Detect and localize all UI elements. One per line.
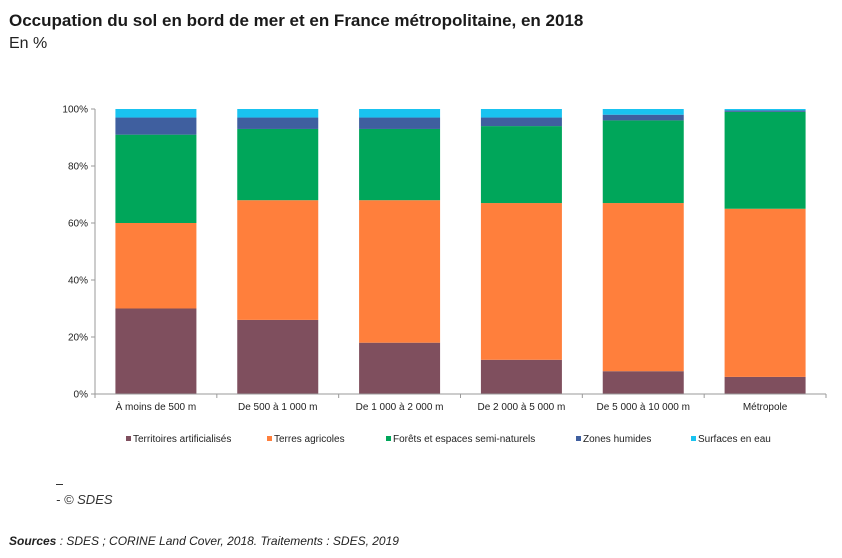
stacked-bar-chart: À moins de 500 m De 500 à 1 000 m De 1 000… xyxy=(62,105,827,445)
bar-segment xyxy=(115,117,197,135)
legend-swatch xyxy=(691,436,696,441)
bar-segment xyxy=(602,120,684,204)
bar-segment xyxy=(237,128,319,201)
bar-segment xyxy=(359,109,441,118)
bar-segment xyxy=(602,114,684,121)
x-tick-label: Métropole xyxy=(743,402,788,413)
sources-text: : SDES ; CORINE Land Cover, 2018. Traite… xyxy=(56,534,399,548)
legend-label: Territoires artificialisés xyxy=(133,434,231,445)
credit-mark xyxy=(56,484,63,485)
bar-segment xyxy=(724,208,806,377)
bar-segment xyxy=(724,376,806,394)
bar-segment xyxy=(602,371,684,394)
legend-label: Forêts et espaces semi-naturels xyxy=(393,434,535,445)
x-tick-label: De 1 000 à 2 000 m xyxy=(356,402,444,413)
sources-label: Sources xyxy=(9,534,57,548)
legend-swatch xyxy=(126,436,131,441)
legend-label: Surfaces en eau xyxy=(698,434,771,445)
bar-segment xyxy=(237,319,319,394)
y-tick-label: 20% xyxy=(68,333,88,344)
legend-swatch xyxy=(267,436,272,441)
bar-segment xyxy=(724,111,806,209)
x-tick-label: De 500 à 1 000 m xyxy=(238,402,318,413)
y-tick-label: 60% xyxy=(68,219,88,230)
bar-segment xyxy=(115,134,197,223)
x-tick-label: De 5 000 à 10 000 m xyxy=(597,402,690,413)
legend-label: Terres agricoles xyxy=(274,434,345,445)
y-tick-label: 100% xyxy=(62,105,88,116)
chart-subtitle: En % xyxy=(9,35,48,52)
bar-segment xyxy=(480,117,562,127)
bar-segment xyxy=(602,203,684,372)
bar-segment xyxy=(115,223,197,309)
bar-segment xyxy=(480,109,562,118)
bar-segment xyxy=(480,359,562,394)
x-tick-label: À moins de 500 m xyxy=(116,400,197,413)
bar-segment xyxy=(237,109,319,118)
legend-swatch xyxy=(576,436,581,441)
bar-segment xyxy=(724,110,806,112)
bar-segment xyxy=(359,200,441,343)
chart-title: Occupation du sol en bord de mer et en F… xyxy=(9,11,584,30)
bar-segment xyxy=(480,126,562,204)
bar-segment xyxy=(359,117,441,129)
bar-segment xyxy=(724,109,806,111)
bar-segment xyxy=(359,128,441,201)
bar-segment xyxy=(602,109,684,115)
x-tick-label: De 2 000 à 5 000 m xyxy=(477,402,565,413)
legend-swatch xyxy=(386,436,391,441)
y-tick-label: 40% xyxy=(68,276,88,287)
credit-text: - © SDES xyxy=(56,492,113,507)
y-tick-label: 80% xyxy=(68,162,88,173)
bar-segment xyxy=(237,200,319,320)
bar-segment xyxy=(237,117,319,129)
bar-segment xyxy=(115,308,197,394)
y-tick-label: 0% xyxy=(74,390,89,401)
legend-label: Zones humides xyxy=(583,434,651,445)
bar-segment xyxy=(480,203,562,360)
bar-segment xyxy=(115,109,197,118)
bar-segment xyxy=(359,342,441,394)
sources-line: Sources : SDES ; CORINE Land Cover, 2018… xyxy=(9,534,399,548)
